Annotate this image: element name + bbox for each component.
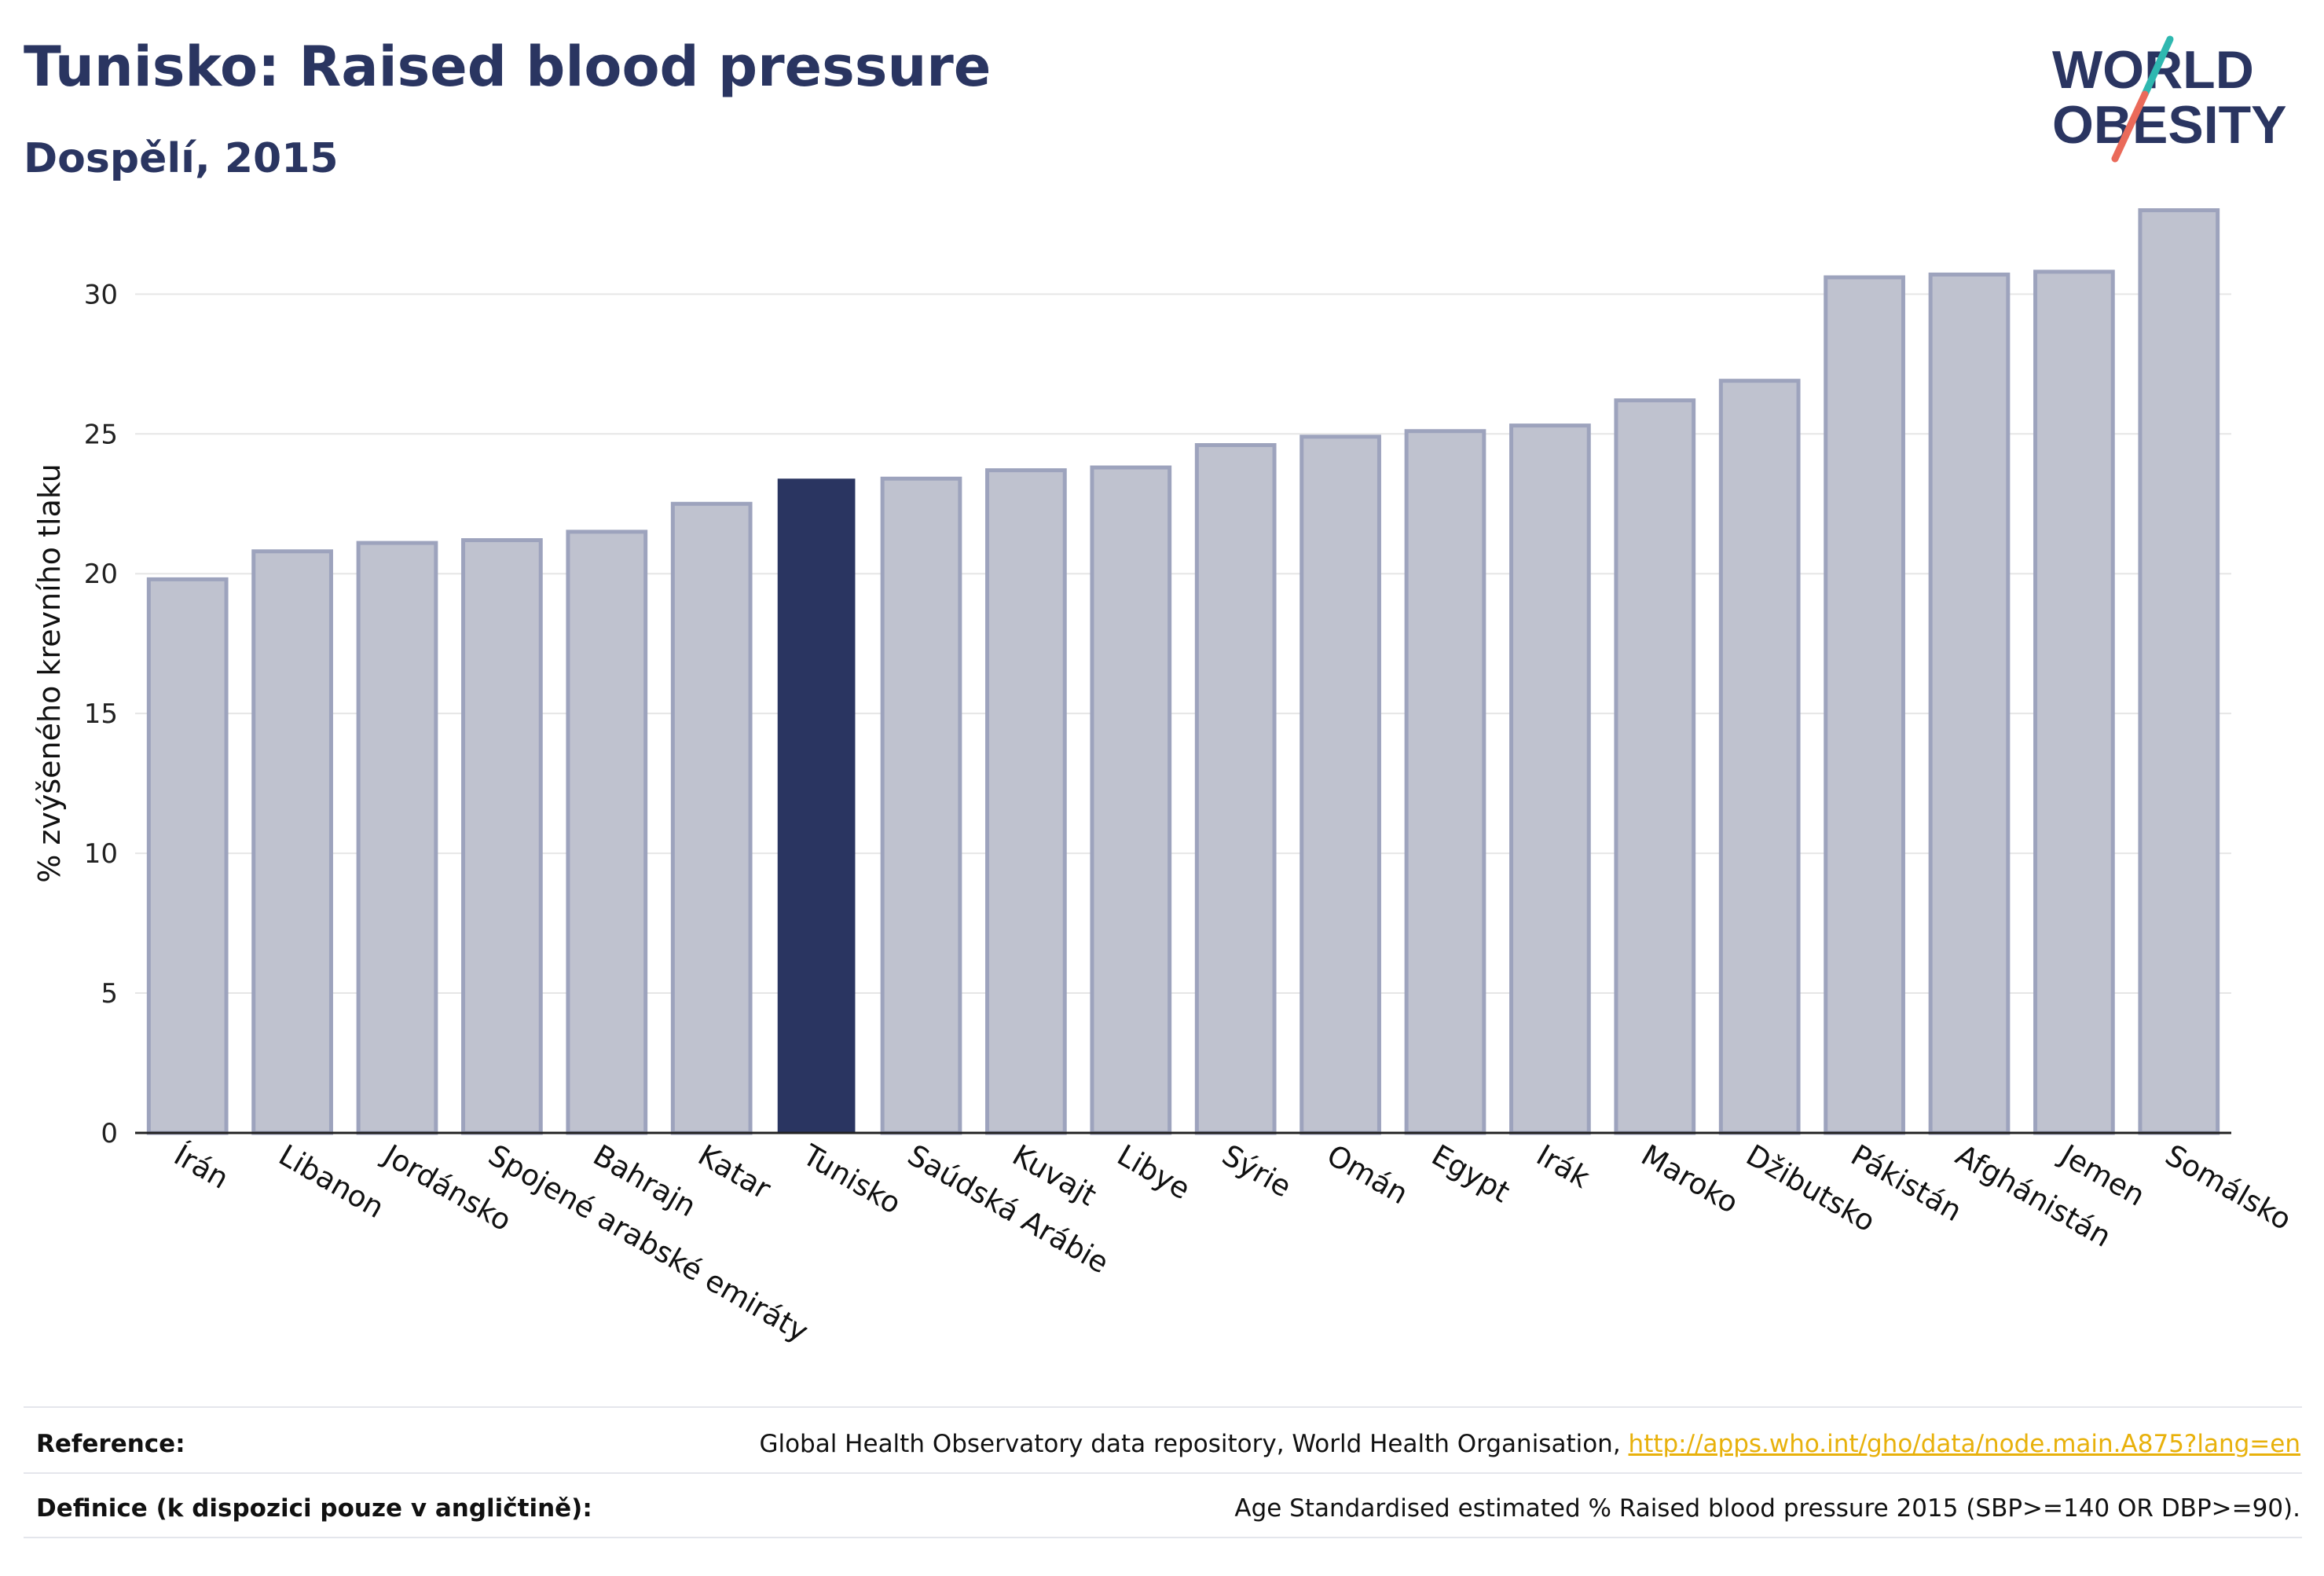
- y-tick-label: 5: [101, 978, 118, 1010]
- bar: [2138, 208, 2220, 1135]
- bar: [1928, 272, 2011, 1135]
- x-tick-label: Katar: [692, 1138, 777, 1207]
- y-tick-label: 25: [84, 419, 118, 450]
- bar: [1090, 465, 1172, 1135]
- reference-text: Global Health Observatory data repositor…: [759, 1430, 2300, 1458]
- bar-highlight: [777, 478, 856, 1133]
- bar: [566, 530, 648, 1135]
- x-tick-label: Somálsko: [2160, 1138, 2297, 1237]
- bar: [146, 577, 229, 1135]
- x-tick-label: Egypt: [1426, 1138, 1516, 1210]
- reference-source: Global Health Observatory data repositor…: [759, 1430, 1629, 1458]
- chart-title: Tunisko: Raised blood pressure: [24, 35, 992, 99]
- y-axis-label: % zvýšeného krevního tlaku: [32, 464, 67, 883]
- y-tick-label: 10: [84, 838, 118, 870]
- bar: [1824, 275, 1905, 1135]
- bar: [1194, 443, 1277, 1135]
- footer-divider: [24, 1406, 2302, 1408]
- x-tick-label: Libanon: [273, 1138, 390, 1226]
- logo-line2: OBESITY: [2052, 95, 2287, 155]
- bar: [356, 541, 438, 1135]
- x-tick-label: Írán: [168, 1138, 235, 1196]
- bar: [1404, 429, 1486, 1135]
- bar: [2033, 269, 2115, 1135]
- bar: [880, 476, 962, 1135]
- bar: [461, 538, 543, 1135]
- definition-text: Age Standardised estimated % Raised bloo…: [1234, 1494, 2300, 1523]
- x-tick-label: Maroko: [1636, 1138, 1744, 1220]
- footer-divider: [24, 1537, 2302, 1538]
- footer-divider: [24, 1472, 2302, 1474]
- bar: [985, 468, 1067, 1135]
- x-tick-label: Libye: [1112, 1138, 1196, 1207]
- x-tick-label: Irák: [1530, 1138, 1596, 1196]
- reference-label: Reference:: [36, 1430, 185, 1458]
- bar: [1509, 423, 1591, 1135]
- y-tick-label: 30: [84, 279, 118, 310]
- bar: [1614, 398, 1696, 1135]
- bar: [1718, 379, 1801, 1135]
- reference-link[interactable]: http://apps.who.int/gho/data/node.main.A…: [1628, 1430, 2300, 1458]
- world-obesity-logo: WORLD OBESITY: [2052, 35, 2287, 163]
- bar: [1299, 434, 1381, 1135]
- x-tick-label: Sýrie: [1216, 1138, 1297, 1204]
- x-tick-label: Tunisko: [797, 1138, 907, 1221]
- bar: [670, 501, 753, 1135]
- y-tick-label: 20: [84, 559, 118, 590]
- bar: [251, 549, 333, 1135]
- y-tick-label: 0: [101, 1118, 118, 1149]
- y-tick-label: 15: [84, 698, 118, 730]
- definition-label: Definice (k dispozici pouze v angličtině…: [36, 1494, 592, 1523]
- x-tick-label: Omán: [1321, 1138, 1414, 1211]
- chart-subtitle: Dospělí, 2015: [24, 135, 339, 182]
